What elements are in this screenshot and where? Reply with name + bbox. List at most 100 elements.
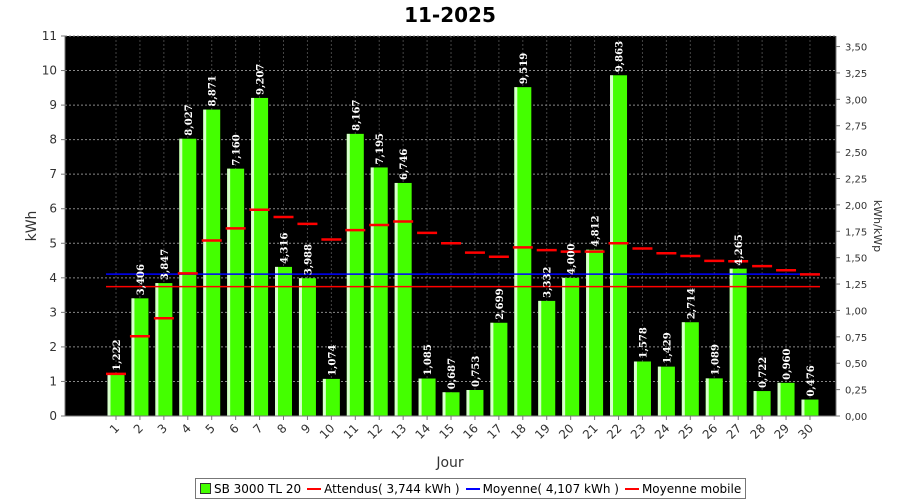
bar-day-23 bbox=[633, 361, 651, 416]
data-label-day-22: 9,863 bbox=[615, 41, 626, 72]
x-tick-label-11: 11 bbox=[341, 421, 362, 442]
y-tick-label-3: 3 bbox=[49, 305, 57, 319]
bar-highlight bbox=[394, 182, 398, 416]
bar-body bbox=[442, 392, 460, 416]
bar-highlight bbox=[490, 322, 494, 416]
x-tick-label-9: 9 bbox=[298, 421, 313, 436]
data-labels: 1,222 3,406 3,847 8,027 8,871 7,160 9,207 4,316… bbox=[112, 41, 817, 397]
data-label-day-5: 8,871 bbox=[208, 75, 219, 106]
bar-highlight bbox=[681, 322, 685, 416]
data-label-day-23: 1,578 bbox=[638, 327, 649, 358]
y-axis-left: 0 1 2 3 4 5 6 7 8 9 10 11 bbox=[42, 29, 66, 423]
bar-day-4 bbox=[179, 138, 197, 416]
x-tick-label-28: 28 bbox=[748, 421, 769, 442]
bar-highlight bbox=[131, 298, 135, 416]
x-tick-label-13: 13 bbox=[389, 421, 410, 442]
y-axis-label: kWh bbox=[24, 211, 40, 242]
legend-label-average: Moyenne( 4,107 kWh ) bbox=[482, 481, 619, 496]
data-label-day-25: 2,714 bbox=[686, 288, 697, 319]
data-label-day-16: 0,753 bbox=[471, 356, 482, 387]
x-tick-label-4: 4 bbox=[179, 421, 194, 436]
bar-day-19 bbox=[538, 300, 556, 416]
x-tick-label-23: 23 bbox=[628, 421, 649, 442]
y2-tick-label-3,00: 3,00 bbox=[845, 95, 867, 106]
data-label-day-10: 1,074 bbox=[327, 345, 338, 376]
y2-tick-label-1,00: 1,00 bbox=[845, 306, 867, 317]
x-tick-label-30: 30 bbox=[795, 421, 816, 442]
bar-highlight bbox=[298, 278, 302, 416]
legend-swatch-production bbox=[200, 483, 211, 494]
bar-body bbox=[562, 277, 580, 416]
data-label-day-21: 4,812 bbox=[591, 215, 602, 246]
bar-body bbox=[131, 298, 149, 416]
x-tick-label-17: 17 bbox=[484, 421, 505, 442]
data-label-day-18: 9,519 bbox=[519, 53, 530, 84]
y-tick-label-7: 7 bbox=[49, 167, 57, 181]
data-label-day-9: 3,988 bbox=[303, 244, 314, 275]
reference-lines bbox=[106, 273, 820, 288]
bar-highlight bbox=[466, 389, 470, 416]
y2-tick-label-3,25: 3,25 bbox=[845, 69, 867, 80]
bar-body bbox=[370, 167, 388, 416]
bar-body bbox=[681, 322, 699, 416]
x-tick-label-26: 26 bbox=[700, 421, 721, 442]
data-label-day-20: 4,000 bbox=[567, 243, 578, 274]
x-tick-label-10: 10 bbox=[317, 421, 338, 442]
data-label-day-8: 4,316 bbox=[280, 233, 291, 264]
bar-body bbox=[753, 391, 771, 416]
data-label-day-2: 3,406 bbox=[136, 264, 147, 295]
legend-swatch-expected bbox=[307, 487, 322, 490]
bar-body bbox=[586, 249, 604, 416]
data-label-day-28: 0,722 bbox=[758, 357, 769, 388]
bar-body bbox=[155, 283, 173, 416]
data-label-day-30: 0,476 bbox=[806, 365, 817, 396]
y2-tick-label-2,50: 2,50 bbox=[845, 148, 867, 159]
legend-label-production: SB 3000 TL 20 bbox=[214, 481, 302, 496]
y2-tick-label-0,75: 0,75 bbox=[845, 333, 867, 344]
data-label-day-17: 2,699 bbox=[495, 288, 506, 319]
bar-highlight bbox=[442, 392, 446, 416]
x-tick-label-8: 8 bbox=[274, 421, 289, 436]
x-tick-label-24: 24 bbox=[652, 421, 673, 442]
moving-average-markers bbox=[106, 208, 820, 376]
legend-item-average: Moyenne( 4,107 kWh ) bbox=[465, 481, 619, 496]
y2-tick-label-0,00: 0,00 bbox=[845, 412, 867, 423]
bar-day-10 bbox=[322, 378, 340, 416]
data-label-day-14: 1,085 bbox=[423, 344, 434, 375]
data-label-day-13: 6,746 bbox=[399, 149, 410, 180]
bar-body bbox=[705, 378, 723, 416]
y-tick-label-5: 5 bbox=[49, 236, 57, 250]
bar-day-21 bbox=[586, 249, 604, 416]
x-tick-label-3: 3 bbox=[155, 421, 170, 436]
x-tick-label-21: 21 bbox=[580, 421, 601, 442]
y-axis-right: 0,00 0,25 0,50 0,75 1,00 1,25 1,50 1,75 2,00 2,25… bbox=[835, 36, 867, 423]
y-tick-label-6: 6 bbox=[49, 202, 57, 216]
bar-highlight bbox=[610, 75, 614, 416]
bar-highlight bbox=[705, 378, 709, 416]
bar-body bbox=[322, 378, 340, 416]
bar-highlight bbox=[227, 168, 231, 416]
y2-tick-label-1,25: 1,25 bbox=[845, 280, 867, 291]
bar-highlight bbox=[633, 361, 637, 416]
x-tick-label-1: 1 bbox=[107, 421, 122, 436]
legend-item-production: SB 3000 TL 20 bbox=[200, 482, 301, 496]
bar-body bbox=[610, 75, 628, 416]
bar-body bbox=[538, 300, 556, 416]
x-axis-label: Jour bbox=[435, 455, 464, 471]
bar-body bbox=[394, 182, 412, 416]
bars bbox=[107, 75, 819, 417]
bar-highlight bbox=[538, 300, 542, 416]
bar-day-3 bbox=[155, 283, 173, 416]
bar-highlight bbox=[179, 138, 183, 416]
legend-label-expected: Attendus( 3,744 kWh ) bbox=[324, 481, 460, 496]
data-label-day-6: 7,160 bbox=[232, 134, 243, 165]
x-tick-label-25: 25 bbox=[676, 421, 697, 442]
bar-body bbox=[490, 322, 508, 416]
data-label-day-4: 8,027 bbox=[184, 104, 195, 135]
y2-tick-label-1,50: 1,50 bbox=[845, 254, 867, 265]
bar-body bbox=[298, 278, 316, 416]
bar-body bbox=[466, 389, 484, 416]
bar-day-5 bbox=[203, 109, 221, 416]
y-tick-label-10: 10 bbox=[42, 64, 57, 78]
bar-highlight bbox=[586, 249, 590, 416]
